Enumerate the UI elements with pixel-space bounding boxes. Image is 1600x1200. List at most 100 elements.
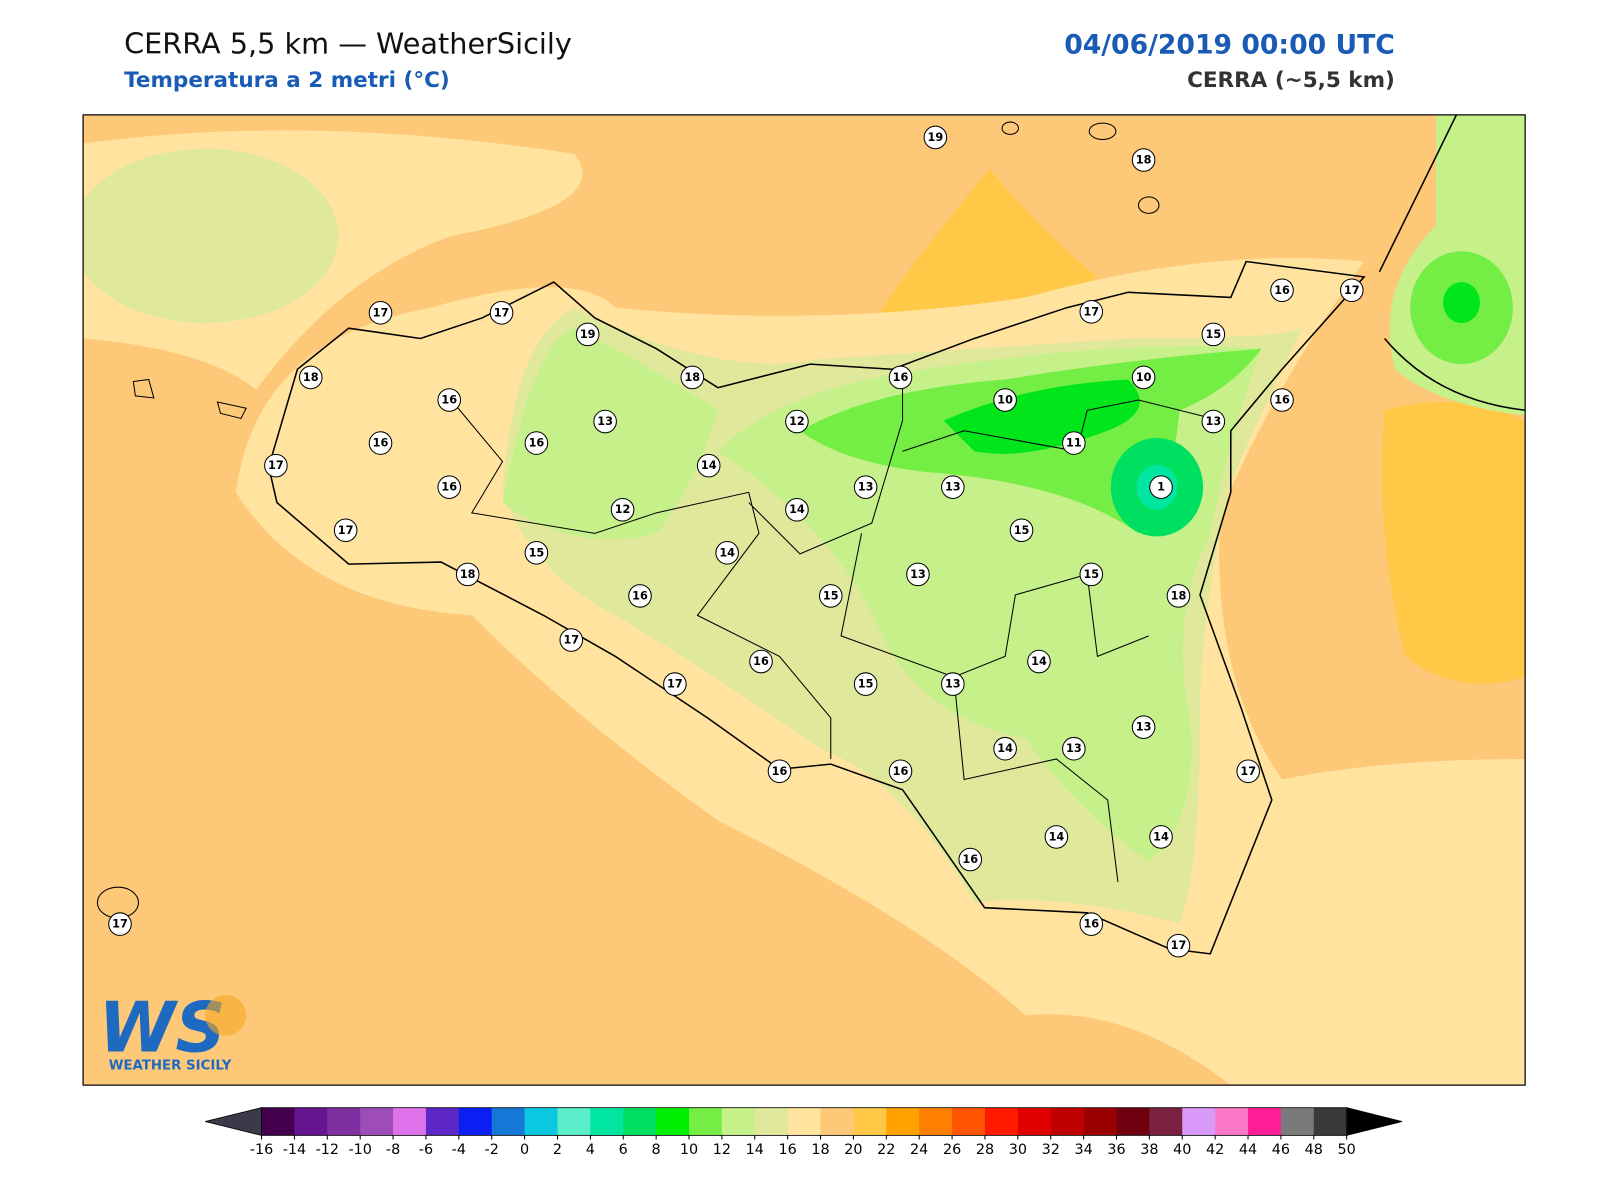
station-value: 13	[910, 568, 926, 581]
station-marker	[298, 365, 323, 390]
station-value: 10	[1136, 371, 1152, 384]
station-value: 17	[338, 524, 354, 537]
station-value: 17	[494, 306, 510, 319]
colorbar-tick-label: 14	[746, 1142, 764, 1158]
station-marker	[1166, 584, 1191, 608]
colorbar-tick-label: -10	[348, 1142, 371, 1158]
station-value: 15	[1205, 328, 1221, 341]
station-marker	[1201, 409, 1226, 434]
station-value: 16	[373, 437, 389, 450]
station-value: 13	[945, 678, 961, 691]
station-marker	[958, 847, 983, 872]
station-value: 13	[597, 415, 613, 428]
colorbar-bin	[623, 1107, 657, 1136]
station-value: 16	[529, 437, 545, 450]
station-marker	[993, 388, 1017, 412]
station-marker	[715, 541, 739, 565]
island	[132, 378, 247, 420]
station-marker	[628, 584, 652, 608]
field	[502, 328, 718, 540]
map-frame	[82, 114, 1526, 1086]
station-marker	[437, 475, 462, 499]
station-marker	[524, 431, 549, 455]
station-value: 16	[1083, 918, 1099, 931]
colorbar-frame	[261, 1107, 1348, 1136]
station-marker	[1079, 300, 1104, 324]
station-value: 16	[893, 371, 909, 384]
colorbar-tick-label: -8	[386, 1142, 400, 1158]
colorbar-tick-label: 22	[877, 1142, 895, 1158]
station-value: 17	[112, 918, 128, 931]
station-value: 17	[1344, 284, 1360, 297]
station-value: 14	[719, 546, 735, 559]
colorbar-tick-label: 26	[943, 1142, 961, 1158]
colorbar-tick-label: -6	[419, 1142, 433, 1158]
colorbar-bin	[393, 1107, 427, 1136]
station-value: 18	[1171, 589, 1187, 602]
station-marker	[888, 759, 913, 784]
colorbar-bin	[261, 1107, 295, 1136]
station-marker	[1270, 388, 1294, 412]
colorbar-tick-label: 42	[1206, 1142, 1224, 1158]
station-marker	[941, 672, 965, 696]
colorbar-bin	[754, 1107, 789, 1136]
map	[83, 114, 1526, 1086]
station-marker	[1166, 933, 1191, 958]
island	[1137, 196, 1160, 214]
station-marker	[1201, 322, 1226, 347]
colorbar-tick-label: 48	[1305, 1142, 1323, 1158]
colorbar-bin	[820, 1107, 854, 1136]
colorbar-bin	[590, 1107, 624, 1136]
station-value: 18	[460, 568, 476, 581]
station-marker	[818, 584, 843, 608]
station-marker	[1062, 431, 1086, 455]
station-marker	[749, 649, 773, 674]
colorbar-tick-label: 8	[652, 1142, 661, 1158]
station-value: 14	[789, 503, 805, 516]
colorbar-tick-label: -16	[250, 1142, 273, 1158]
station-value: 14	[1031, 655, 1047, 668]
station-marker	[1131, 715, 1156, 739]
coastline	[267, 260, 1366, 955]
field	[1382, 402, 1526, 684]
station-marker	[455, 562, 480, 587]
station-value: 18	[303, 371, 319, 384]
station-value: 15	[529, 546, 545, 559]
colorbar-bin	[491, 1107, 526, 1136]
station-value: 14	[1049, 830, 1065, 843]
station-value: 17	[667, 678, 683, 691]
colorbar-tick-label: 12	[713, 1142, 731, 1158]
colorbar-bin	[425, 1107, 460, 1136]
colorbar-tick-label: 44	[1239, 1142, 1257, 1158]
colorbar-tick-label: 32	[1042, 1142, 1060, 1158]
colorbar-tick-label: 0	[520, 1142, 529, 1158]
station-value: 16	[441, 394, 457, 407]
station-value: 16	[962, 853, 978, 866]
field	[1443, 282, 1480, 324]
station-value: 12	[789, 415, 805, 428]
station-value: 13	[945, 481, 961, 494]
colorbar-bin	[1182, 1107, 1216, 1136]
station-marker	[785, 497, 809, 522]
colorbar-tick-label: 46	[1272, 1142, 1290, 1158]
colorbar: -16 -14 -12 -10 -8 -6 -4 -2 0 2 4 6 8 10 12 14 16 18 20 22 2…	[205, 1107, 1403, 1158]
station-value: 1	[1157, 481, 1165, 494]
station-value: 15	[1014, 524, 1030, 537]
station-value: 13	[858, 481, 874, 494]
station-marker	[1131, 148, 1156, 172]
field	[943, 379, 1140, 454]
subtitle: Temperatura a 2 metri (°C)	[124, 68, 450, 93]
station-marker	[853, 475, 878, 499]
station-marker	[1131, 365, 1156, 390]
island	[1001, 121, 1019, 135]
station-marker	[906, 562, 930, 587]
station-marker	[489, 301, 514, 325]
station-marker	[593, 409, 617, 434]
station-value: 12	[615, 503, 631, 516]
station-value: 16	[1274, 394, 1290, 407]
colorbar-bin	[458, 1107, 493, 1136]
station-value: 15	[858, 678, 874, 691]
colorbar-tick-label: 4	[586, 1142, 595, 1158]
station-marker	[941, 475, 965, 499]
colorbar-bin	[656, 1107, 690, 1136]
